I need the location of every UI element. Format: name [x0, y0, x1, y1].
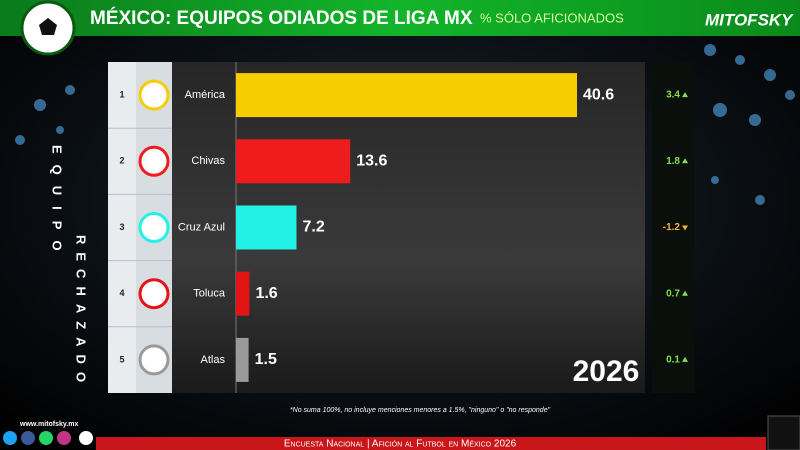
made-in-mexico-badge [767, 415, 800, 450]
bar [236, 139, 351, 184]
value-label: 13.6 [356, 153, 387, 170]
ball-icon [20, 0, 76, 56]
social-icons [3, 431, 93, 445]
bar [236, 271, 250, 316]
category-label: Cruz Azul [178, 221, 225, 233]
team-logo [138, 278, 170, 310]
rank-label: 2 [119, 156, 124, 166]
bar [236, 73, 577, 118]
title: MÉXICO: EQUIPOS ODIADOS DE LIGA MX [90, 7, 473, 29]
title-banner [0, 0, 800, 36]
team-logo [138, 79, 170, 111]
side-label: RECHAZADO [74, 235, 89, 390]
change-column [652, 62, 695, 393]
category-label: Chivas [191, 155, 225, 167]
change-label: 3.4 [666, 90, 680, 101]
rank-label: 4 [119, 288, 124, 298]
website: www.mitofsky.mx [19, 421, 78, 428]
bar [236, 205, 297, 250]
category-label: Atlas [201, 354, 226, 366]
subtitle: % SÓLO AFICIONADOS [480, 10, 624, 25]
change-arrow [682, 225, 688, 231]
rank-column [108, 62, 136, 393]
team-logo [138, 212, 170, 243]
category-label: América [185, 89, 226, 101]
change-arrow [682, 92, 688, 98]
brand: MITOFSKY [705, 10, 794, 29]
rank-label: 3 [119, 222, 124, 232]
footer-bar [96, 437, 766, 450]
change-label: -1.2 [663, 222, 681, 233]
category-label: Toluca [193, 288, 226, 300]
value-label: 1.5 [255, 351, 277, 368]
change-label: 0.1 [666, 355, 680, 366]
change-arrow [682, 158, 688, 164]
rank-label: 5 [119, 354, 124, 364]
rank-label: 1 [119, 89, 124, 99]
change-arrow [682, 290, 688, 296]
side-label: EQUIPO [50, 145, 65, 262]
value-label: 40.6 [583, 86, 614, 103]
change-label: 1.8 [666, 156, 680, 167]
footnote: *No suma 100%, no incluye menciones meno… [290, 407, 551, 414]
value-label: 1.6 [255, 285, 277, 302]
value-label: 7.2 [302, 219, 324, 236]
change-label: 0.7 [666, 288, 680, 299]
change-arrow [682, 356, 688, 362]
bar [236, 337, 249, 382]
team-logo [138, 344, 170, 376]
year-label: 2026 [573, 355, 640, 388]
footer: Encuesta Nacional | Afición al Futbol en… [284, 439, 517, 450]
team-logo [138, 145, 170, 177]
stadium-lights [15, 44, 795, 205]
